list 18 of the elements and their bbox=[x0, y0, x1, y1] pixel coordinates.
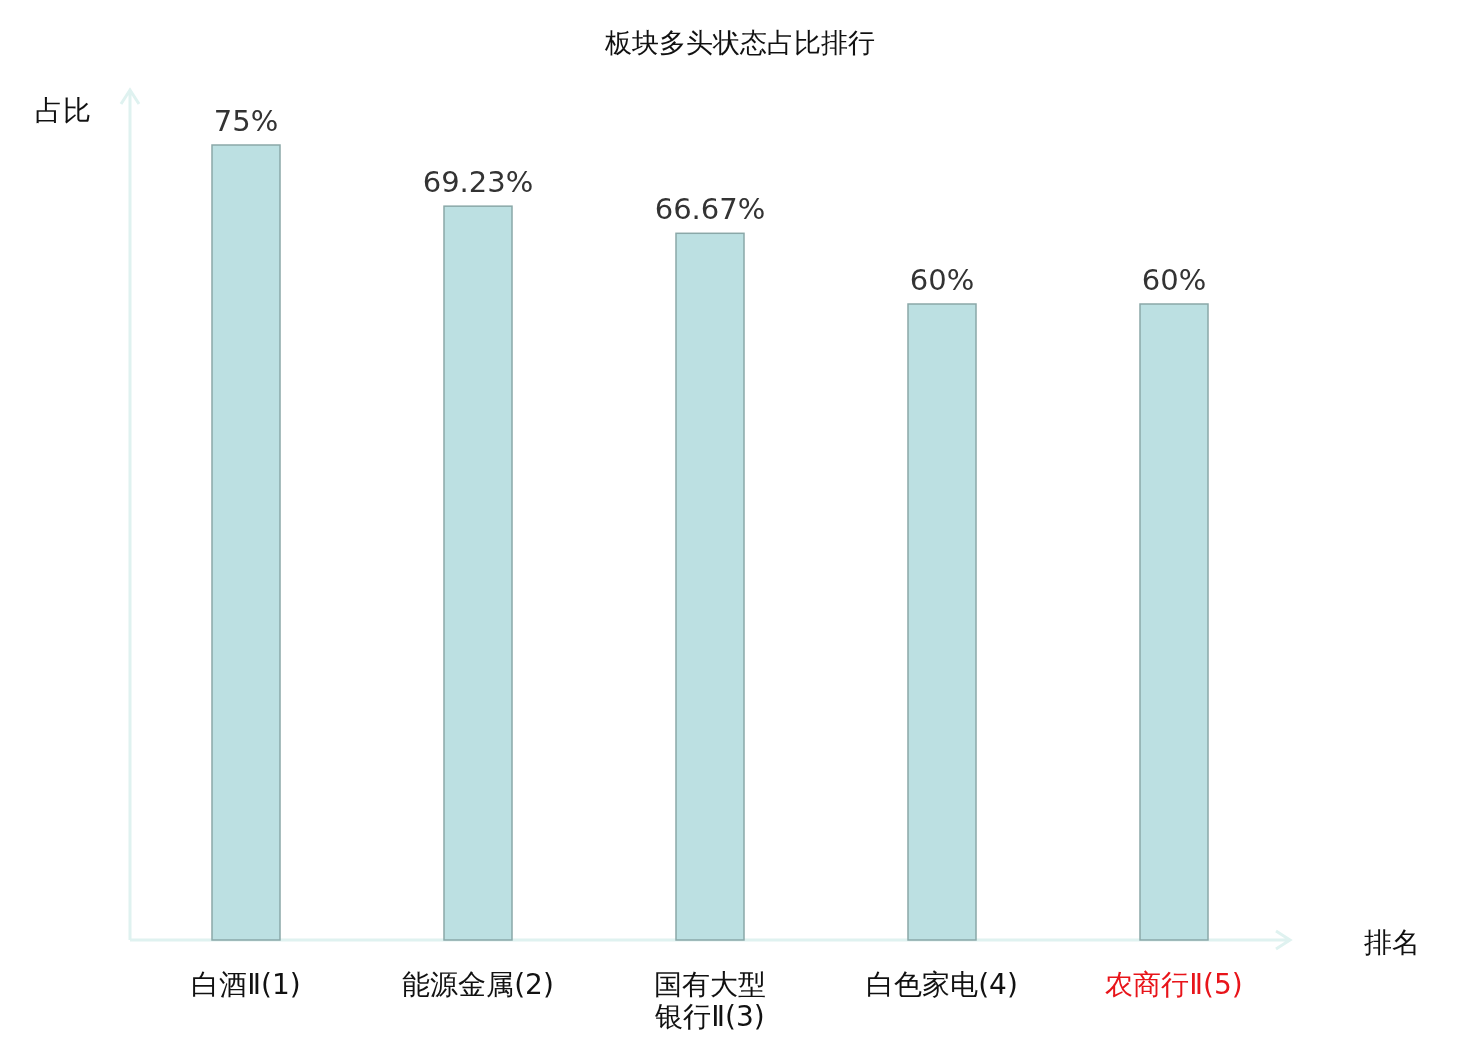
bar bbox=[211, 144, 281, 941]
y-axis-title: 占比 bbox=[35, 94, 91, 127]
data-label: 69.23% bbox=[422, 165, 534, 200]
bar bbox=[907, 303, 977, 941]
x-tick-label: 白色家电(4) bbox=[866, 968, 1018, 1001]
data-label: 60% bbox=[909, 263, 975, 297]
x-tick-label: 白酒Ⅱ(1) bbox=[191, 968, 301, 1001]
x-tick-label: 能源金属(2) bbox=[402, 968, 554, 1001]
bar bbox=[443, 205, 513, 941]
x-tick-label: 农商行Ⅱ(5) bbox=[1105, 968, 1243, 1001]
x-tick-label: 国有大型银行Ⅱ(3) bbox=[654, 968, 766, 1033]
data-label: 60% bbox=[1141, 263, 1207, 297]
chart-title: 板块多头状态占比排行 bbox=[604, 27, 875, 58]
data-label: 66.67% bbox=[654, 192, 766, 227]
x-axis-title: 排名 bbox=[1364, 926, 1420, 959]
bar bbox=[675, 232, 745, 941]
bar bbox=[1139, 303, 1209, 941]
data-label: 75% bbox=[213, 104, 279, 138]
